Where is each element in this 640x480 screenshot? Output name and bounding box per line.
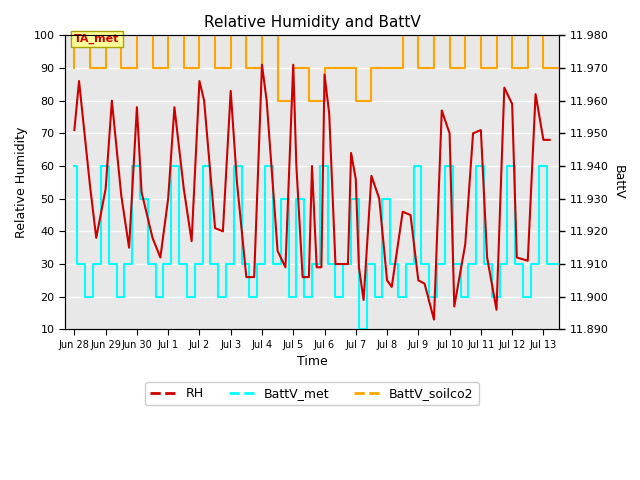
Y-axis label: BattV: BattV <box>612 165 625 200</box>
Text: TA_met: TA_met <box>74 34 120 44</box>
Y-axis label: Relative Humidity: Relative Humidity <box>15 127 28 238</box>
Title: Relative Humidity and BattV: Relative Humidity and BattV <box>204 15 420 30</box>
Legend: RH, BattV_met, BattV_soilco2: RH, BattV_met, BattV_soilco2 <box>145 383 479 406</box>
X-axis label: Time: Time <box>296 355 328 368</box>
